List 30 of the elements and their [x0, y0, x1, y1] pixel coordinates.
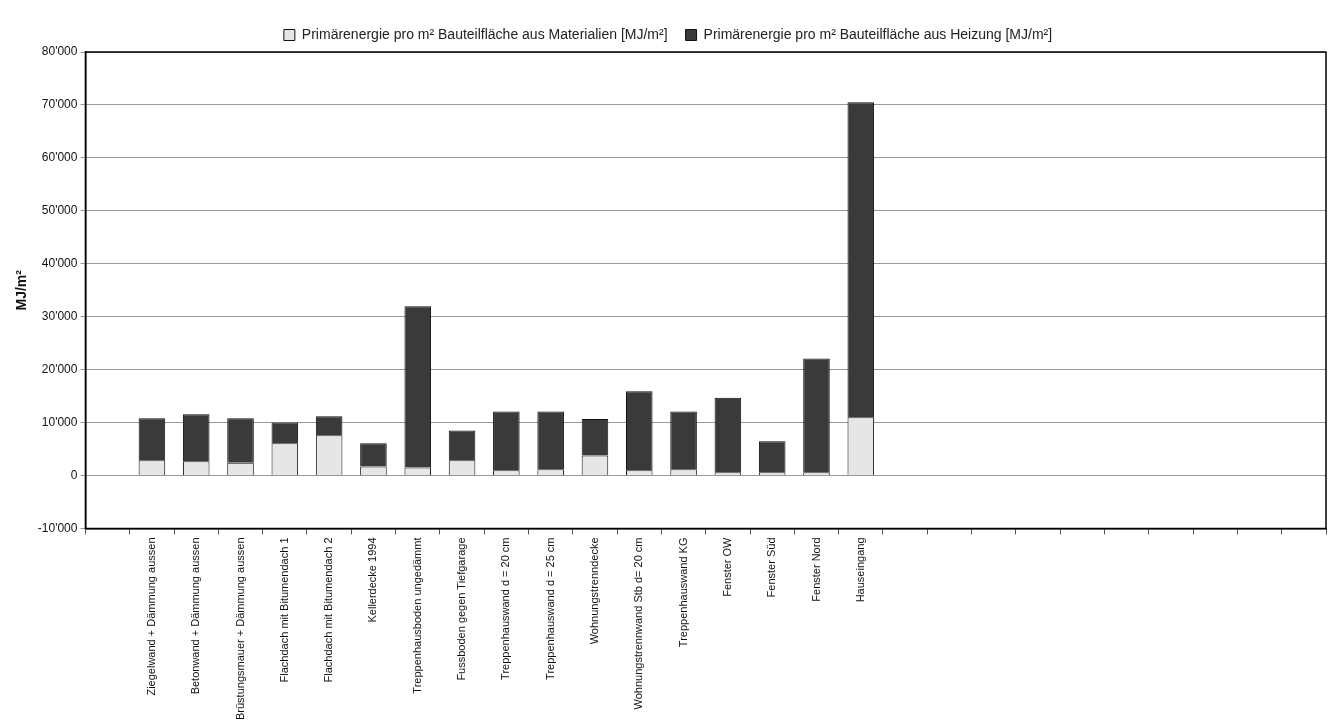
- y-tick-label: 30'000: [41, 309, 78, 324]
- x-tick-label: Treppenhauswand d = 20 cm: [499, 537, 512, 680]
- y-tick-label: 50'000: [41, 203, 78, 218]
- y-tick-label: 20'000: [41, 361, 78, 376]
- x-tick-label: Wohnungstrennwand Stb d= 20 cm: [632, 537, 645, 710]
- x-tick-label: Fussboden gegen Tiefgarage: [455, 537, 468, 681]
- x-tick-label: Wohnungstrenndecke: [588, 537, 600, 645]
- y-axis-title: MJ/m²: [13, 269, 30, 311]
- x-tick-label: Flachdach mit Bitumendach 2: [322, 537, 335, 683]
- y-tick-label: 60'000: [41, 150, 78, 165]
- y-tick-label: 80'000: [41, 44, 78, 59]
- legend-label: Primärenergie pro m² Bauteilfläche aus Heizung [MJ/m²]: [703, 25, 1053, 42]
- x-tick-label: Treppenhauswand d = 25 cm: [543, 537, 556, 680]
- x-tick-label: Fenster Nord: [809, 537, 822, 602]
- x-tick-label: Flachdach mit Bitumendach 1: [277, 537, 290, 683]
- x-tick-label: Hauseingang: [853, 537, 866, 603]
- x-tick-label: Ziegelwand + Dämmung aussen: [144, 537, 157, 696]
- y-tick-label: -10'000: [37, 520, 78, 535]
- y-tick-label: 10'000: [41, 414, 78, 429]
- y-tick-label: 70'000: [41, 97, 78, 112]
- y-tick-label: 0: [70, 467, 78, 482]
- x-tick-label: Treppenhausboden ungedämmt: [410, 537, 423, 694]
- x-tick-label: Fenster OW: [720, 536, 733, 597]
- x-tick-label: Treppenhauswand KG: [676, 537, 689, 648]
- legend-label: Primärenergie pro m² Bauteilfläche aus Materialien [MJ/m²]: [301, 25, 668, 42]
- x-tick-label: Brüstungsmauer + Dämmung aussen: [233, 537, 246, 721]
- x-tick-label: Kellerdecke 1994: [366, 537, 379, 623]
- x-tick-label: Fenster Süd: [765, 537, 778, 598]
- x-tick-label: Betonwand + Dämmung aussen: [189, 537, 202, 695]
- y-tick-label: 40'000: [41, 256, 78, 271]
